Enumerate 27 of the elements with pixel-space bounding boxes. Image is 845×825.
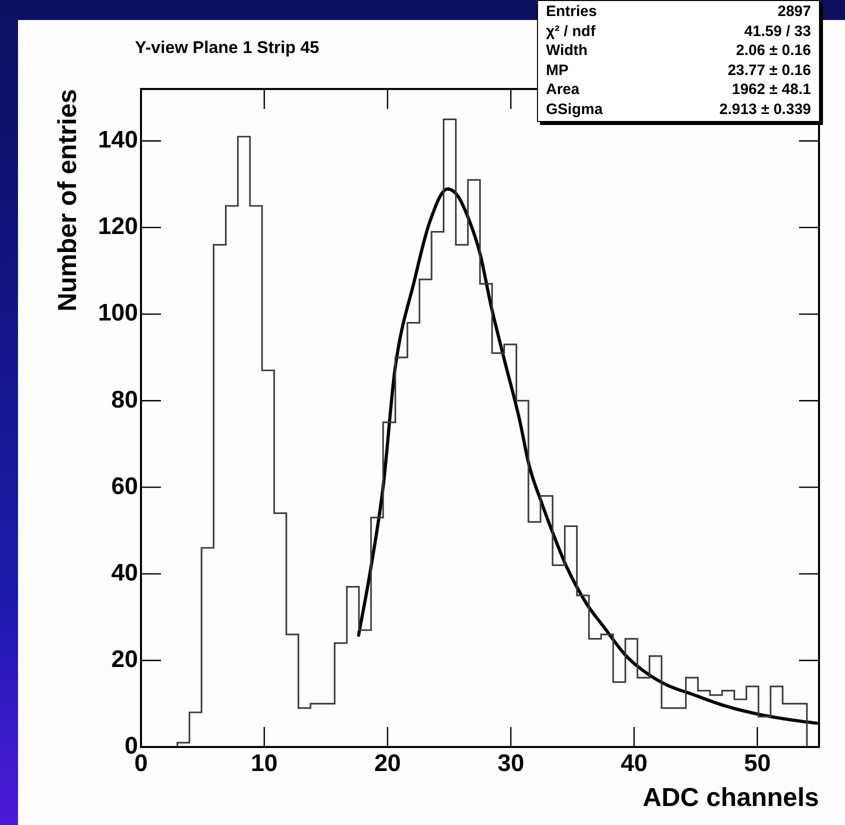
- text: 2.06 ± 0.16: [736, 41, 811, 60]
- text: Entries: [546, 2, 597, 22]
- annotation: 2.913 ± 0.339: [719, 100, 811, 119]
- y-tick-label: 100: [98, 300, 138, 327]
- y-tick-label: 140: [98, 126, 138, 154]
- text: 23.77 ± 0.16: [728, 60, 811, 80]
- annotation: 1962 ± 48.1: [732, 80, 811, 100]
- annotation: GSigma: [546, 100, 603, 119]
- y-tick-label: 60: [111, 472, 138, 500]
- text: 2897: [778, 2, 811, 22]
- text: 41.59 / 33: [744, 22, 811, 41]
- x-tick-label: 40: [620, 750, 648, 778]
- x-axis-title: ADC channels: [642, 782, 819, 813]
- annotation: Area: [546, 80, 580, 100]
- text: Width: [546, 41, 588, 60]
- x-tick-label: 30: [497, 750, 524, 778]
- y-tick-label: 20: [111, 646, 138, 674]
- x-tick-label: 20: [374, 750, 401, 778]
- text: MP: [546, 60, 568, 80]
- y-axis-title: Number of entries: [52, 89, 83, 312]
- x-tick-label: 10: [250, 750, 278, 778]
- y-tick-label: 120: [98, 213, 138, 240]
- y-tick-label: 80: [111, 386, 138, 414]
- y-tick-label: 40: [111, 559, 138, 586]
- x-tick-label: 50: [744, 750, 771, 778]
- text: χ² / ndf: [546, 22, 596, 41]
- chart-title: Y-view Plane 1 Strip 45: [135, 38, 320, 58]
